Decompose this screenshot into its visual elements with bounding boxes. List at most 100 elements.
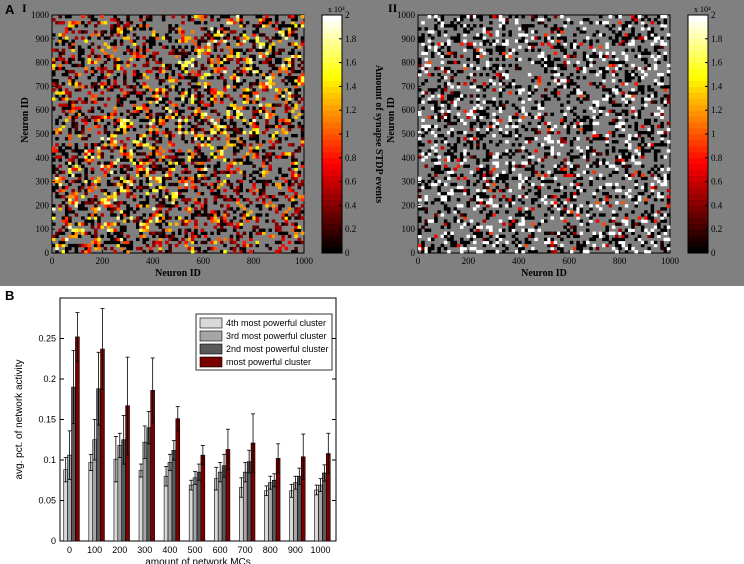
heatmap-cell <box>262 179 266 184</box>
heatmap-cell <box>511 228 516 232</box>
heatmap-cell <box>469 143 474 147</box>
heatmap-cell <box>142 140 146 144</box>
heatmap-cell <box>239 143 243 147</box>
heatmap-cell <box>421 134 425 138</box>
heatmap-cell <box>171 158 176 162</box>
heatmap-cell <box>592 69 596 74</box>
heatmap-cell <box>482 240 487 245</box>
heatmap-cell <box>197 191 201 196</box>
heatmap-cell <box>611 225 616 229</box>
heatmap-cell <box>213 225 218 229</box>
heatmap-cell <box>55 234 59 239</box>
heatmap-cell <box>640 97 645 101</box>
heatmap-cell <box>64 210 69 214</box>
heatmap-cell <box>547 195 551 199</box>
heatmap-cell <box>556 170 561 174</box>
heatmap-cell <box>284 30 289 34</box>
heatmap-cell <box>220 127 224 132</box>
heatmap-cell <box>197 143 201 147</box>
heatmap-cell <box>300 79 305 83</box>
heatmap-cell <box>624 219 629 223</box>
heatmap-cell <box>52 106 56 110</box>
heatmap-cell <box>87 134 92 138</box>
heatmap-cell <box>123 213 127 217</box>
heatmap-cell <box>90 69 95 74</box>
heatmap-cell <box>297 69 302 74</box>
heatmap-cell <box>249 161 253 165</box>
heatmap-cell <box>139 216 143 220</box>
heatmap-cell <box>566 213 571 217</box>
heatmap-cell <box>628 124 632 129</box>
heatmap-cell <box>434 88 438 92</box>
heatmap-cell <box>611 210 616 214</box>
heatmap-cell <box>300 134 305 138</box>
heatmap-cell <box>262 24 266 28</box>
heatmap-cell <box>544 66 548 71</box>
heatmap-cell <box>294 36 298 40</box>
heatmap-cell <box>447 225 451 229</box>
heatmap-cell <box>139 179 143 184</box>
heatmap-cell <box>271 54 276 59</box>
heatmap-cell <box>547 60 551 65</box>
heatmap-cell <box>624 140 629 144</box>
heatmap-cell <box>653 39 658 43</box>
heatmap-cell <box>466 134 470 138</box>
heatmap-cell <box>472 198 477 202</box>
heatmap-cell <box>113 27 117 31</box>
heatmap-cell <box>145 24 150 28</box>
heatmap-cell <box>582 39 587 43</box>
heatmap-cell <box>139 182 143 187</box>
heatmap-cell <box>136 45 140 49</box>
heatmap-cell <box>126 24 130 28</box>
heatmap-cell <box>106 57 111 62</box>
heatmap-cell <box>190 94 195 98</box>
heatmap-cell <box>174 161 179 165</box>
heatmap-cell <box>472 109 477 113</box>
heatmap-cell <box>181 134 185 138</box>
heatmap-cell <box>116 72 121 77</box>
heatmap-cell <box>618 231 622 235</box>
heatmap-cell <box>181 170 185 174</box>
heatmap-cell <box>598 173 603 178</box>
heatmap-cell <box>203 155 208 159</box>
heatmap-cell <box>265 72 269 77</box>
heatmap-cell <box>178 188 182 193</box>
heatmap-cell <box>123 69 127 74</box>
heatmap-cell <box>418 109 422 113</box>
heatmap-cell <box>556 207 561 211</box>
heatmap-cell <box>650 219 655 223</box>
heatmap-cell <box>485 185 490 190</box>
heatmap-cell <box>440 100 445 104</box>
heatmap-cell <box>647 216 651 220</box>
heatmap-cell <box>136 167 140 171</box>
heatmap-cell <box>178 124 182 129</box>
heatmap-cell <box>158 91 163 95</box>
heatmap-cell <box>255 188 260 193</box>
heatmap-cell <box>598 185 603 190</box>
heatmap-cell <box>90 66 95 71</box>
heatmap-cell <box>650 36 655 40</box>
heatmap-cell <box>598 109 603 113</box>
heatmap-cell <box>505 85 509 89</box>
heatmap-cell <box>456 219 461 223</box>
heatmap-cell <box>573 164 577 168</box>
heatmap-cell <box>249 249 253 254</box>
heatmap-cell <box>232 134 237 138</box>
heatmap-cell <box>437 118 441 123</box>
heatmap-cell <box>492 100 496 104</box>
heatmap-cell <box>498 130 503 135</box>
heatmap-cell <box>116 127 121 132</box>
heatmap-cell <box>210 60 214 65</box>
heatmap-cell <box>476 134 480 138</box>
heatmap-cell <box>52 149 56 153</box>
heatmap-cell <box>624 82 629 86</box>
heatmap-cell <box>560 85 564 89</box>
heatmap-cell <box>71 103 75 107</box>
heatmap-cell <box>229 118 234 123</box>
heatmap-cell <box>586 210 590 214</box>
heatmap-cell <box>210 231 214 235</box>
heatmap-cell <box>508 85 512 89</box>
heatmap-cell <box>550 69 554 74</box>
heatmap-cell <box>174 103 179 107</box>
heatmap-cell <box>90 188 95 193</box>
